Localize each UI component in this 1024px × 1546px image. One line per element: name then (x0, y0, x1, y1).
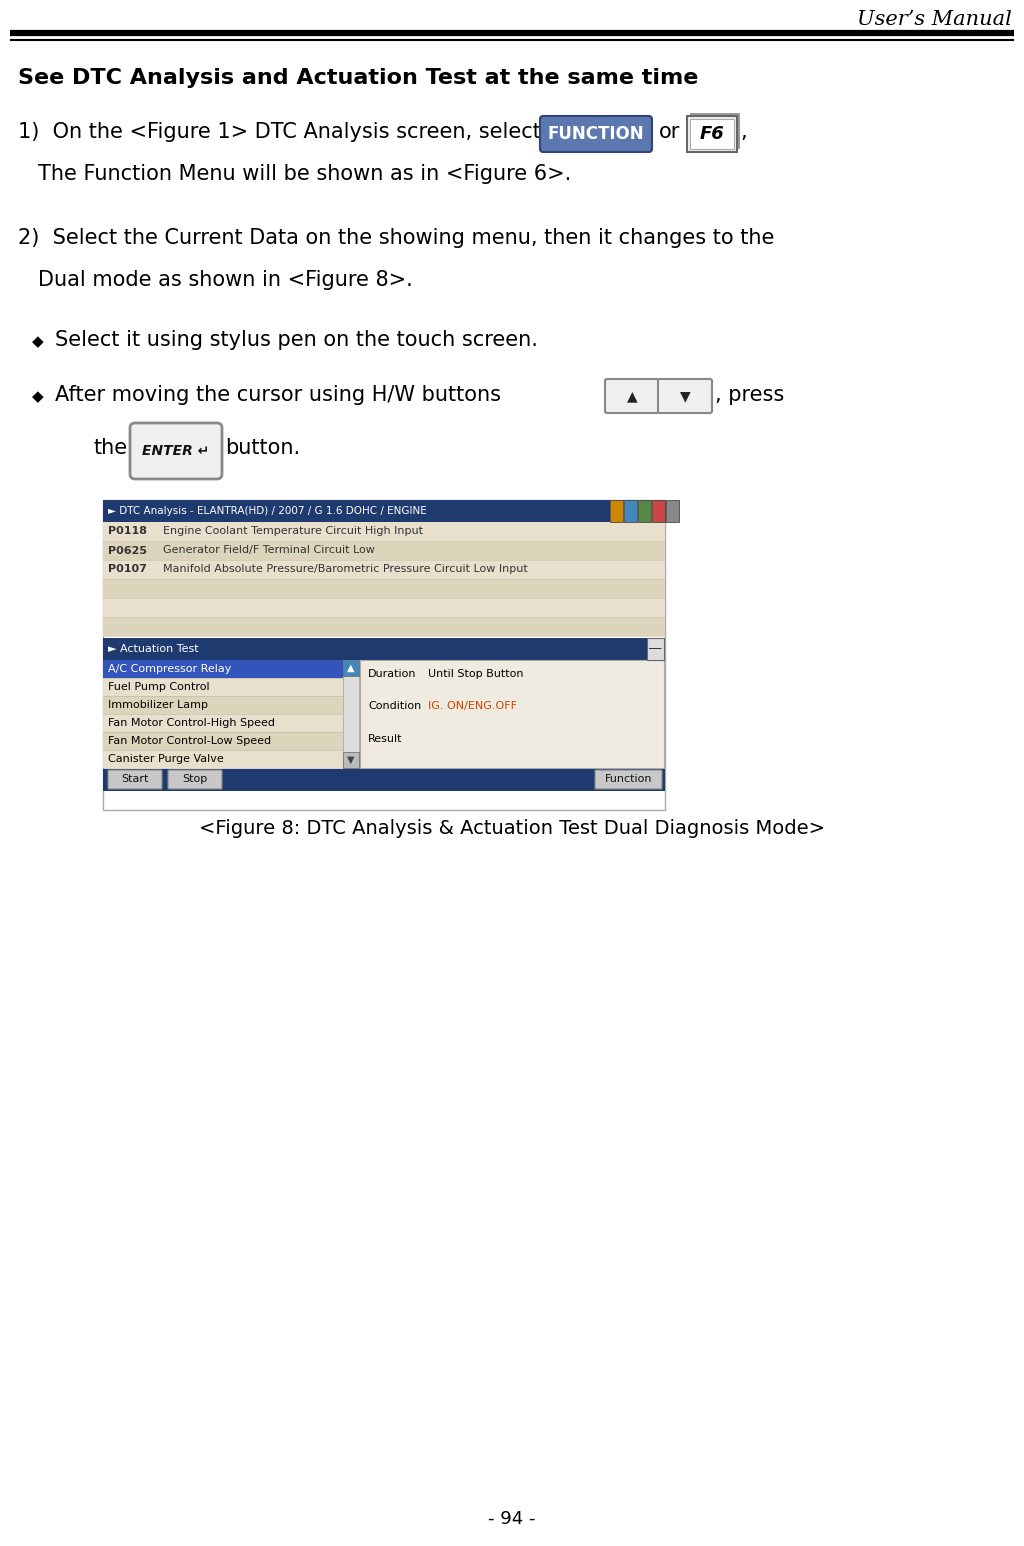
Bar (103, 617, 665, 635)
Text: , press: , press (715, 385, 784, 405)
Text: Condition: Condition (368, 702, 421, 711)
Text: - 94 -: - 94 - (488, 1510, 536, 1527)
Text: the: the (93, 438, 127, 458)
Bar (103, 499, 610, 523)
Text: ENTER ↵: ENTER ↵ (142, 444, 210, 458)
FancyBboxPatch shape (595, 770, 662, 788)
Text: 1)  On the <Figure 1> DTC Analysis screen, select: 1) On the <Figure 1> DTC Analysis screen… (18, 122, 541, 142)
Text: ▲: ▲ (347, 663, 354, 673)
Text: See DTC Analysis and Actuation Test at the same time: See DTC Analysis and Actuation Test at t… (18, 68, 698, 88)
Bar (652, 499, 665, 523)
Text: 2)  Select the Current Data on the showing menu, then it changes to the: 2) Select the Current Data on the showin… (18, 227, 774, 247)
Text: ▼: ▼ (680, 390, 690, 404)
Text: ► DTC Analysis - ELANTRA(HD) / 2007 / G 1.6 DOHC / ENGINE: ► DTC Analysis - ELANTRA(HD) / 2007 / G … (108, 506, 427, 516)
Text: FUNCTION: FUNCTION (548, 125, 644, 142)
Text: Stop: Stop (182, 775, 208, 784)
Bar (343, 751, 359, 768)
Bar (647, 638, 664, 660)
Bar (103, 580, 665, 598)
Text: Dual mode as shown in <Figure 8>.: Dual mode as shown in <Figure 8>. (38, 271, 413, 291)
Bar (103, 638, 665, 660)
Bar (103, 731, 343, 750)
Text: Fuel Pump Control: Fuel Pump Control (108, 682, 210, 693)
Text: Manifold Absolute Pressure/Barometric Pressure Circuit Low Input: Manifold Absolute Pressure/Barometric Pr… (163, 564, 527, 575)
Bar (103, 541, 665, 560)
Text: A/C Compressor Relay: A/C Compressor Relay (108, 663, 231, 674)
Text: Fan Motor Control-High Speed: Fan Motor Control-High Speed (108, 717, 275, 728)
Text: Result: Result (368, 734, 402, 744)
Bar (690, 119, 734, 148)
Bar (343, 660, 359, 768)
Bar (360, 660, 664, 768)
Bar (103, 523, 665, 541)
Text: After moving the cursor using H/W buttons: After moving the cursor using H/W button… (55, 385, 501, 405)
Text: ▲: ▲ (627, 390, 637, 404)
Text: Select it using stylus pen on the touch screen.: Select it using stylus pen on the touch … (55, 329, 538, 349)
Bar (103, 714, 343, 731)
Text: P0625: P0625 (108, 546, 147, 555)
Text: Until Stop Button: Until Stop Button (428, 669, 523, 679)
FancyBboxPatch shape (108, 770, 162, 788)
Text: F6: F6 (699, 125, 724, 142)
Text: Duration: Duration (368, 669, 417, 679)
Text: ▼: ▼ (347, 754, 354, 765)
Bar (103, 679, 343, 696)
FancyBboxPatch shape (658, 379, 712, 413)
FancyBboxPatch shape (540, 116, 652, 152)
Text: Function: Function (605, 775, 652, 784)
Text: ◆: ◆ (32, 334, 44, 349)
Bar (610, 499, 623, 523)
Bar (103, 696, 343, 714)
Bar (103, 660, 343, 679)
FancyBboxPatch shape (168, 770, 222, 788)
Text: User’s Manual: User’s Manual (857, 9, 1012, 29)
Bar (103, 598, 665, 617)
Text: Generator Field/F Terminal Circuit Low: Generator Field/F Terminal Circuit Low (163, 546, 375, 555)
Bar (687, 116, 737, 152)
Bar (103, 750, 343, 768)
FancyBboxPatch shape (605, 379, 659, 413)
Bar (624, 499, 637, 523)
Text: Start: Start (121, 775, 148, 784)
Text: ► Actuation Test: ► Actuation Test (108, 645, 199, 654)
Text: P0107: P0107 (108, 564, 146, 575)
Text: Immobilizer Lamp: Immobilizer Lamp (108, 700, 208, 710)
Bar (638, 499, 651, 523)
Bar (103, 768, 665, 792)
Bar (666, 499, 679, 523)
Text: ,: , (740, 122, 746, 142)
Text: Canister Purge Valve: Canister Purge Valve (108, 754, 224, 764)
Text: Engine Coolant Temperature Circuit High Input: Engine Coolant Temperature Circuit High … (163, 527, 423, 536)
Text: ―: ― (649, 643, 662, 656)
Text: or: or (659, 122, 680, 142)
Text: ◆: ◆ (32, 390, 44, 404)
Text: <Figure 8: DTC Analysis & Actuation Test Dual Diagnosis Mode>: <Figure 8: DTC Analysis & Actuation Test… (199, 819, 825, 838)
Text: The Function Menu will be shown as in <Figure 6>.: The Function Menu will be shown as in <F… (38, 164, 571, 184)
Text: IG. ON/ENG.OFF: IG. ON/ENG.OFF (428, 702, 517, 711)
Text: button.: button. (225, 438, 300, 458)
Bar (103, 499, 665, 810)
FancyBboxPatch shape (130, 424, 222, 479)
Text: P0118: P0118 (108, 527, 147, 536)
Text: Fan Motor Control-Low Speed: Fan Motor Control-Low Speed (108, 736, 271, 747)
Bar (343, 660, 359, 676)
Bar (103, 560, 665, 580)
Bar (690, 113, 740, 148)
